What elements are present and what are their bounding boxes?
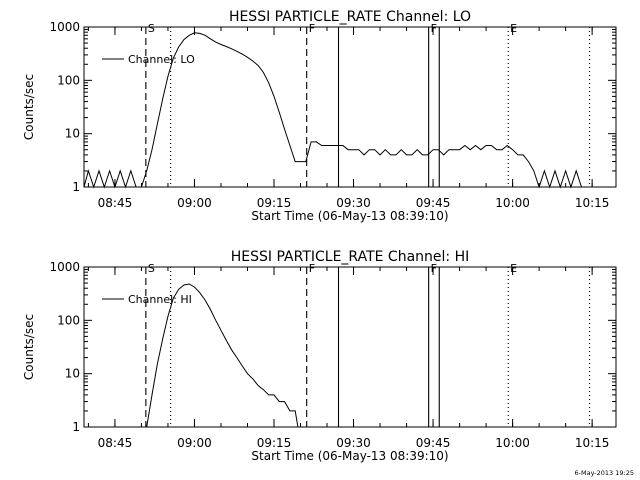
x-tick-label: 10:00: [495, 436, 530, 450]
y-tick-label: 1000: [49, 260, 80, 274]
event-marker-label: F: [431, 262, 437, 275]
x-tick-label: 10:15: [575, 196, 610, 210]
y-tick-label: 100: [57, 313, 80, 327]
x-tick-label: 09:30: [336, 436, 371, 450]
plot-timestamp: 6-May-2013 19:25: [574, 469, 635, 477]
x-tick-label: 09:00: [177, 436, 212, 450]
event-marker-label: S: [148, 262, 155, 275]
chart-panel-0: HESSI PARTICLE_RATE Channel: LO 08:45 09:0…: [22, 9, 617, 223]
plot-frame: [83, 26, 617, 188]
x-tick-label: 09:15: [257, 196, 292, 210]
y-tick-label: 10: [65, 127, 80, 141]
x-tick-label: 10:00: [495, 196, 530, 210]
x-tick-label: 09:00: [177, 196, 212, 210]
event-marker-label: E: [510, 262, 517, 275]
x-tick-label: 08:45: [98, 436, 133, 450]
x-tick-label: 09:45: [416, 196, 451, 210]
y-tick-label: 1: [72, 420, 80, 434]
x-tick-label: 09:45: [416, 436, 451, 450]
legend-label: Channel: LO: [128, 53, 195, 66]
y-axis-label: Counts/sec: [22, 314, 36, 380]
x-tick-label: 10:15: [575, 436, 610, 450]
chart-title: HESSI PARTICLE_RATE Channel: HI: [231, 249, 469, 265]
x-axis-label: Start Time (06-May-13 08:39:10): [251, 209, 448, 223]
legend-label: Channel: HI: [128, 293, 192, 306]
series-line: [146, 283, 299, 428]
event-marker-label: F: [309, 262, 315, 275]
series-line: [83, 32, 587, 189]
x-axis-label: Start Time (06-May-13 08:39:10): [251, 449, 448, 463]
y-tick-label: 100: [57, 73, 80, 87]
y-tick-label: 1: [72, 180, 80, 194]
x-tick-label: 08:45: [98, 196, 133, 210]
x-tick-label: 09:15: [257, 436, 292, 450]
y-tick-label: 1000: [49, 20, 80, 34]
y-axis-label: Counts/sec: [22, 74, 36, 140]
event-marker-label: E: [510, 22, 517, 35]
event-marker-label: S: [148, 22, 155, 35]
plot-frame: [83, 266, 617, 428]
y-tick-label: 10: [65, 367, 80, 381]
chart-panel-1: HESSI PARTICLE_RATE Channel: HI 08:45 09:0…: [22, 249, 617, 463]
event-marker-label: F: [431, 22, 437, 35]
x-tick-label: 09:30: [336, 196, 371, 210]
event-marker-label: F: [309, 22, 315, 35]
chart-title: HESSI PARTICLE_RATE Channel: LO: [229, 9, 471, 25]
